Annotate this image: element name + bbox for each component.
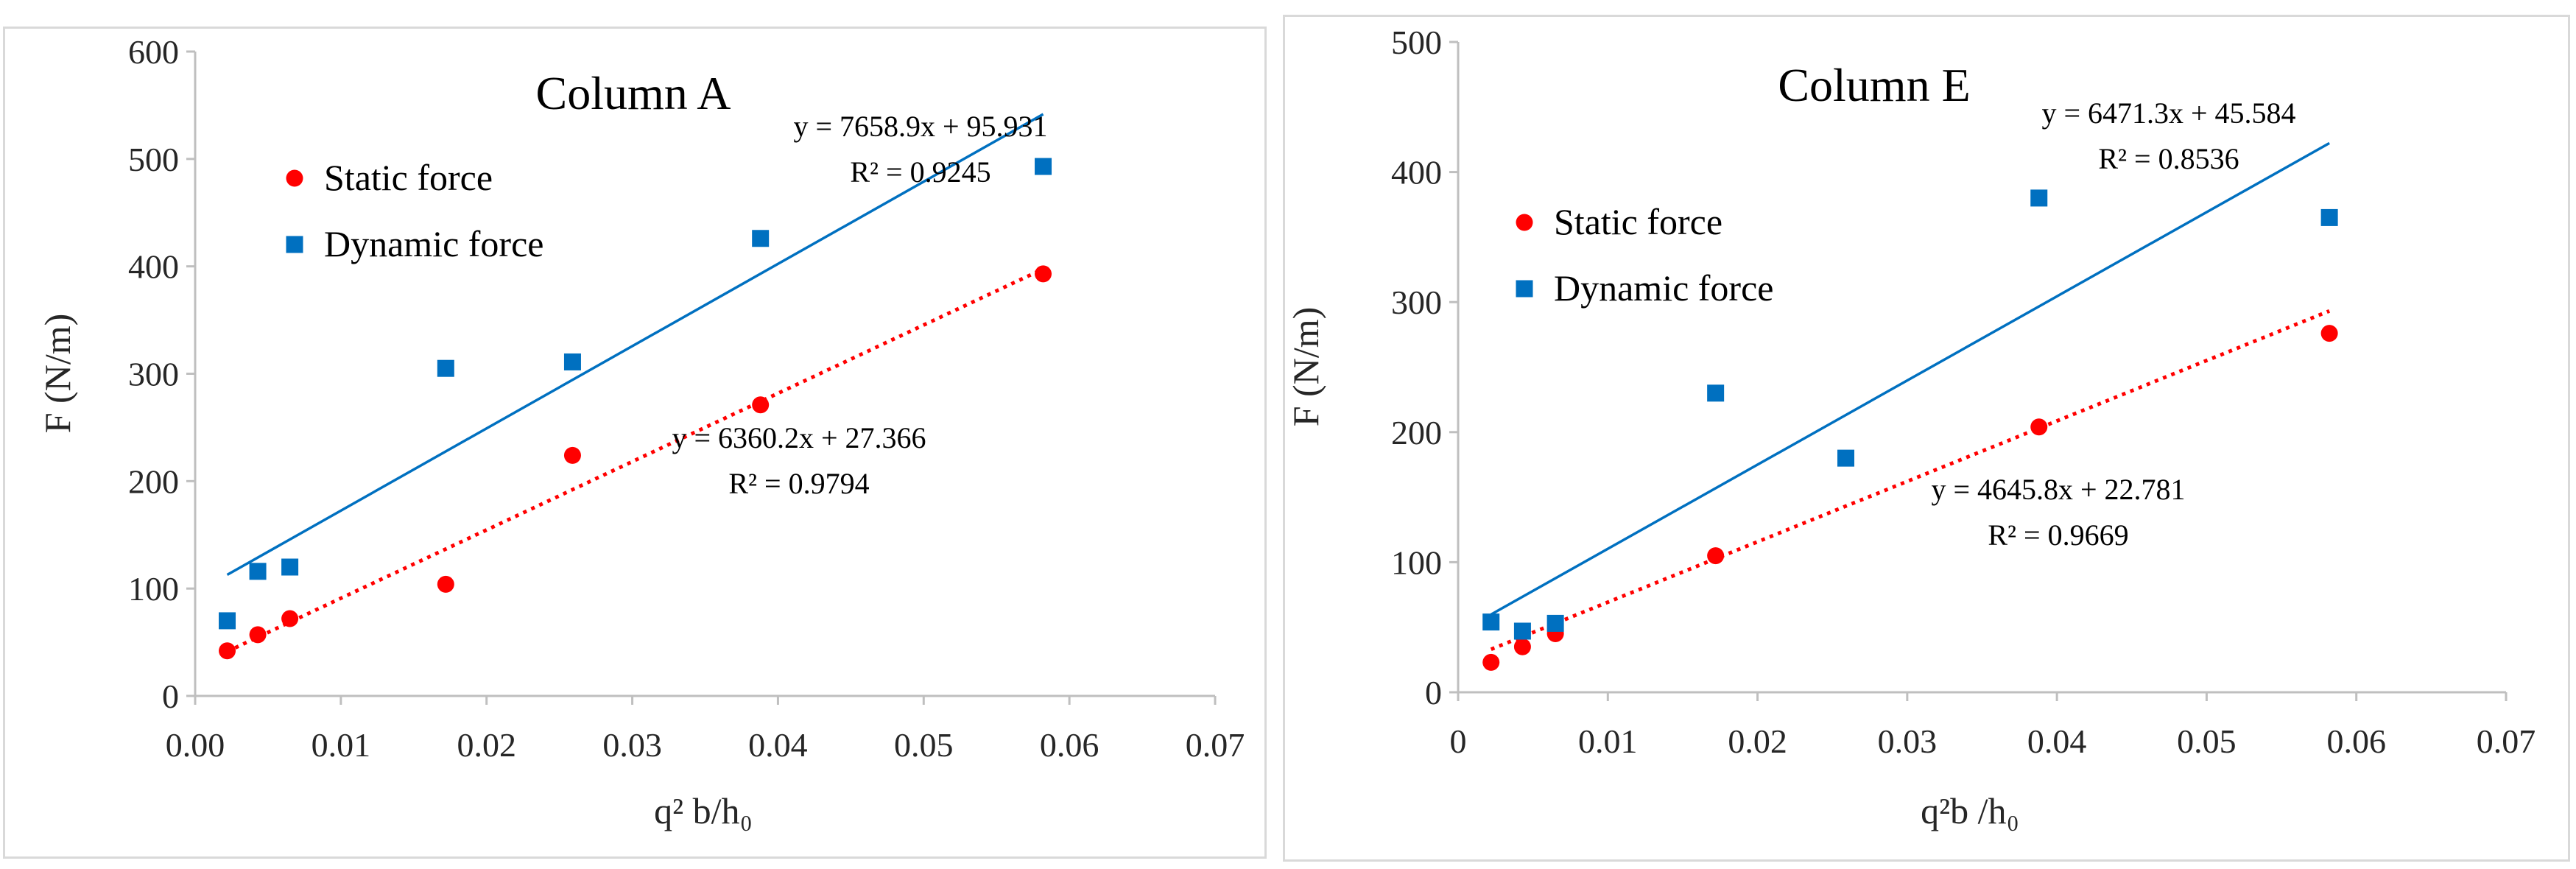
- column-a-x-tick-label: 0.02: [457, 726, 516, 764]
- column-a-dynamic-trendline: [226, 113, 1044, 577]
- column-a-x-tick-label: 0.04: [748, 726, 808, 764]
- column-a-dynamic-point: [219, 612, 236, 630]
- column-e-dynamic-point: [1707, 384, 1725, 402]
- column-e-x-tick-label: 0.01: [1578, 722, 1638, 760]
- column-a-dynamic-point: [563, 353, 581, 370]
- column-a-dynamic-equation: y = 7658.9x + 95.931: [793, 110, 1047, 143]
- column-e-dynamic-equation: y = 6471.3x + 45.584: [2041, 96, 2295, 130]
- column-a-y-tick-label: 500: [128, 141, 179, 178]
- chart-panel-column-a: [3, 27, 1267, 859]
- column-e-static-point: [1707, 547, 1725, 565]
- column-e-dynamic-r2: R² = 0.8536: [2098, 142, 2239, 175]
- column-e-y-tick-label: 500: [1391, 24, 1442, 61]
- column-e-static-trendline: [1490, 309, 2331, 652]
- column-a-static-point: [281, 610, 299, 627]
- column-e-chart-title: Column E: [1778, 59, 1970, 111]
- column-a-y-tick-label: 300: [128, 356, 179, 393]
- column-e-x-tick-label: 0: [1450, 722, 1467, 760]
- column-e-x-tick-label: 0.05: [2177, 722, 2237, 760]
- column-e-x-axis-title: q²b /h₀: [1921, 790, 2019, 831]
- column-e-x-tick-label: 0.04: [2027, 722, 2087, 760]
- column-e-legend-static-label: Static force: [1554, 201, 1722, 242]
- column-a-x-tick-label: 0.01: [312, 726, 371, 764]
- column-e-x-tick-label: 0.02: [1728, 722, 1787, 760]
- column-e-x-tick-label: 0.06: [2326, 722, 2386, 760]
- column-a-static-point: [219, 642, 236, 660]
- column-a-static-point: [249, 626, 267, 644]
- column-e-static-point: [1482, 653, 1500, 671]
- column-a-static-r2: R² = 0.9794: [728, 467, 869, 500]
- column-a-legend-dynamic-label: Dynamic force: [324, 223, 543, 264]
- column-a-x-tick-label: 0.00: [166, 726, 225, 764]
- column-a-dynamic-point: [437, 359, 454, 377]
- column-a-chart-title: Column A: [536, 67, 731, 119]
- column-e-static-point: [2320, 325, 2338, 342]
- column-e-y-tick-label: 0: [1425, 674, 1442, 711]
- column-e-dynamic-point: [1482, 613, 1500, 631]
- column-e-legend-dynamic-marker: [1516, 280, 1533, 298]
- column-e-dynamic-point: [2320, 208, 2338, 226]
- column-e-y-tick-label: 100: [1391, 543, 1442, 581]
- column-a-dynamic-point: [281, 558, 299, 576]
- column-a-static-point: [1035, 265, 1052, 283]
- column-a-dynamic-point: [1035, 158, 1052, 175]
- chart-panel-column-e: [1283, 15, 2570, 862]
- column-a-static-point: [752, 396, 770, 414]
- column-a-x-tick-label: 0.07: [1186, 726, 1245, 764]
- column-a-x-tick-label: 0.03: [602, 726, 662, 764]
- column-e-dynamic-point: [1546, 614, 1564, 632]
- column-a-y-tick-label: 400: [128, 248, 179, 286]
- column-e-legend-static-marker: [1516, 214, 1533, 231]
- column-a-x-axis-title: q² b/h₀: [654, 790, 753, 831]
- column-a-y-tick-label: 100: [128, 570, 179, 608]
- column-a-y-tick-label: 0: [162, 678, 179, 715]
- column-e-y-axis-title: F (N/m): [1285, 307, 1326, 427]
- column-a-static-equation: y = 6360.2x + 27.366: [672, 421, 926, 454]
- column-e-dynamic-point: [1837, 449, 1855, 467]
- column-e-dynamic-point: [1513, 622, 1531, 640]
- column-e-dynamic-trendline: [1490, 141, 2330, 616]
- column-a-legend-dynamic-marker: [286, 236, 303, 253]
- column-a-legend-static-marker: [286, 169, 303, 187]
- column-a-static-point: [437, 575, 454, 593]
- column-e-static-point: [1513, 638, 1531, 655]
- column-a-dynamic-r2: R² = 0.9245: [850, 155, 990, 189]
- column-e-dynamic-point: [2030, 189, 2048, 207]
- column-e-x-tick-label: 0.03: [1878, 722, 1938, 760]
- column-e-x-tick-label: 0.07: [2477, 722, 2536, 760]
- column-a-dynamic-point: [249, 563, 267, 580]
- column-a-y-tick-label: 600: [128, 33, 179, 71]
- column-e-y-tick-label: 300: [1391, 284, 1442, 321]
- column-a-x-tick-label: 0.06: [1040, 726, 1099, 764]
- column-a-y-axis-title: F (N/m): [37, 314, 78, 434]
- column-e-static-equation: y = 4645.8x + 22.781: [1931, 473, 2185, 506]
- column-a-y-tick-label: 200: [128, 462, 179, 500]
- column-a-x-tick-label: 0.05: [894, 726, 954, 764]
- column-e-y-tick-label: 200: [1391, 414, 1442, 451]
- column-e-legend-dynamic-label: Dynamic force: [1554, 267, 1773, 309]
- column-a-static-point: [563, 446, 581, 464]
- column-a-static-trendline: [226, 267, 1044, 653]
- column-a-dynamic-point: [752, 230, 770, 247]
- column-e-static-r2: R² = 0.9669: [1988, 518, 2128, 552]
- column-a-legend-static-label: Static force: [324, 157, 493, 198]
- column-e-y-tick-label: 400: [1391, 154, 1442, 191]
- column-e-static-point: [2030, 418, 2048, 436]
